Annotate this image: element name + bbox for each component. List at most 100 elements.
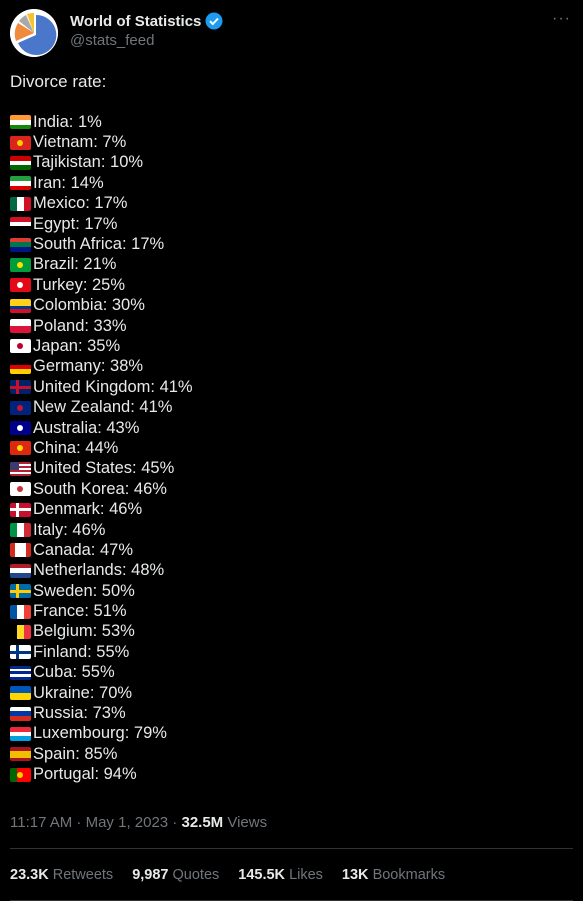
tweet-line: South Africa: 17% xyxy=(10,234,193,254)
line-text: Belgium: 53% xyxy=(33,622,135,641)
tweet-line: Luxembourg: 79% xyxy=(10,724,193,744)
tweet-line: Finland: 55% xyxy=(10,642,193,662)
tweet-line: Italy: 46% xyxy=(10,520,193,540)
line-text: South Africa: 17% xyxy=(33,235,165,254)
flag-icon xyxy=(10,155,31,170)
flag-icon xyxy=(10,441,31,456)
line-text: Netherlands: 48% xyxy=(33,561,165,580)
tweet-line: Japan: 35% xyxy=(10,336,193,356)
tweet-line: Poland: 33% xyxy=(10,316,193,336)
line-text: Luxembourg: 79% xyxy=(33,724,167,743)
stat-count: 9,987 xyxy=(132,867,169,883)
tweet-line: Australia: 43% xyxy=(10,418,193,438)
tweet-line: Denmark: 46% xyxy=(10,499,193,519)
flag-icon xyxy=(10,563,31,578)
tweet-line: Vietnam: 7% xyxy=(10,132,193,152)
flag-icon xyxy=(10,421,31,436)
line-text: Iran: 14% xyxy=(33,173,104,192)
tweet-line: Netherlands: 48% xyxy=(10,561,193,581)
flag-icon xyxy=(10,502,31,517)
line-text: Denmark: 46% xyxy=(33,500,143,519)
stat[interactable]: 13K Bookmarks xyxy=(342,867,445,883)
line-text: Portugal: 94% xyxy=(33,765,137,784)
line-text: Ukraine: 70% xyxy=(33,683,133,702)
line-text: Canada: 47% xyxy=(33,540,133,559)
flag-icon xyxy=(10,584,31,599)
tweet-line: Egypt: 17% xyxy=(10,214,193,234)
avatar-icon xyxy=(10,9,58,57)
line-text: Poland: 33% xyxy=(33,316,127,335)
line-text: Cuba: 55% xyxy=(33,663,115,682)
tweet-line: United States: 45% xyxy=(10,459,193,479)
tweet-line: China: 44% xyxy=(10,438,193,458)
views-label: Views xyxy=(227,814,268,831)
line-text: Italy: 46% xyxy=(33,520,106,539)
tweet-line: Sweden: 50% xyxy=(10,581,193,601)
tweet-line: Canada: 47% xyxy=(10,540,193,560)
flag-icon xyxy=(10,380,31,395)
tweet-line: India: 1% xyxy=(10,112,193,132)
flag-icon xyxy=(10,400,31,415)
flag-icon xyxy=(10,339,31,354)
stat-count: 145.5K xyxy=(238,867,286,883)
flag-icon xyxy=(10,135,31,150)
line-text: Spain: 85% xyxy=(33,744,118,763)
avatar[interactable] xyxy=(10,9,58,57)
flag-icon xyxy=(10,665,31,680)
timestamp[interactable]: 11:17 AM · May 1, 2023 · xyxy=(10,814,178,831)
stat-label: Bookmarks xyxy=(372,867,446,883)
flag-icon xyxy=(10,523,31,537)
line-text: Australia: 43% xyxy=(33,418,140,437)
flag-icon xyxy=(10,115,31,130)
line-text: India: 1% xyxy=(33,112,102,131)
line-text: Vietnam: 7% xyxy=(33,133,127,152)
tweet-meta: 11:17 AM · May 1, 2023 · 32.5M Views xyxy=(10,814,267,831)
author-handle[interactable]: @stats_feed xyxy=(70,32,155,49)
stat[interactable]: 145.5K Likes xyxy=(238,867,323,883)
line-text: United States: 45% xyxy=(33,459,175,478)
tweet-line: Russia: 73% xyxy=(10,703,193,723)
flag-icon xyxy=(10,257,31,272)
stat-label: Likes xyxy=(289,867,323,883)
tweet-line: Germany: 38% xyxy=(10,357,193,377)
line-text: New Zealand: 41% xyxy=(33,398,173,417)
tweet-line: Ukraine: 70% xyxy=(10,683,193,703)
author-name[interactable]: World of Statistics xyxy=(70,12,202,30)
line-text: United Kingdom: 41% xyxy=(33,377,193,396)
author-name-row[interactable]: World of Statistics xyxy=(70,12,223,30)
views-count: 32.5M xyxy=(181,814,224,831)
stat-count: 23.3K xyxy=(10,867,49,883)
tweet-line: Iran: 14% xyxy=(10,173,193,193)
line-text: Finland: 55% xyxy=(33,642,130,661)
stat[interactable]: 9,987 Quotes xyxy=(132,867,219,883)
tweet-line: Colombia: 30% xyxy=(10,296,193,316)
flag-icon xyxy=(10,543,31,558)
more-button[interactable]: ··· xyxy=(552,10,571,27)
line-text: Turkey: 25% xyxy=(33,275,126,294)
line-text: Russia: 73% xyxy=(33,704,126,723)
line-text: Brazil: 21% xyxy=(33,255,117,274)
line-text: China: 44% xyxy=(33,438,119,457)
tweet-line: Mexico: 17% xyxy=(10,194,193,214)
line-text: Tajikistan: 10% xyxy=(33,153,144,172)
tweet-line: Brazil: 21% xyxy=(10,255,193,275)
line-text: Japan: 35% xyxy=(33,336,121,355)
flag-icon xyxy=(10,726,31,741)
divider xyxy=(10,848,573,849)
stat-label: Quotes xyxy=(172,867,220,883)
tweet-line: South Korea: 46% xyxy=(10,479,193,499)
tweet-line: Spain: 85% xyxy=(10,744,193,764)
stat[interactable]: 23.3K Retweets xyxy=(10,867,113,883)
flag-icon xyxy=(10,176,31,191)
flag-icon xyxy=(10,767,31,782)
flag-icon xyxy=(10,217,31,232)
line-text: Mexico: 17% xyxy=(33,194,128,213)
flag-icon xyxy=(10,604,31,619)
stat-label: Retweets xyxy=(52,867,114,883)
line-text: Sweden: 50% xyxy=(33,581,135,600)
stat-count: 13K xyxy=(341,867,369,883)
flag-icon xyxy=(10,359,31,374)
tweet-line: Portugal: 94% xyxy=(10,765,193,785)
flag-icon xyxy=(10,645,31,660)
